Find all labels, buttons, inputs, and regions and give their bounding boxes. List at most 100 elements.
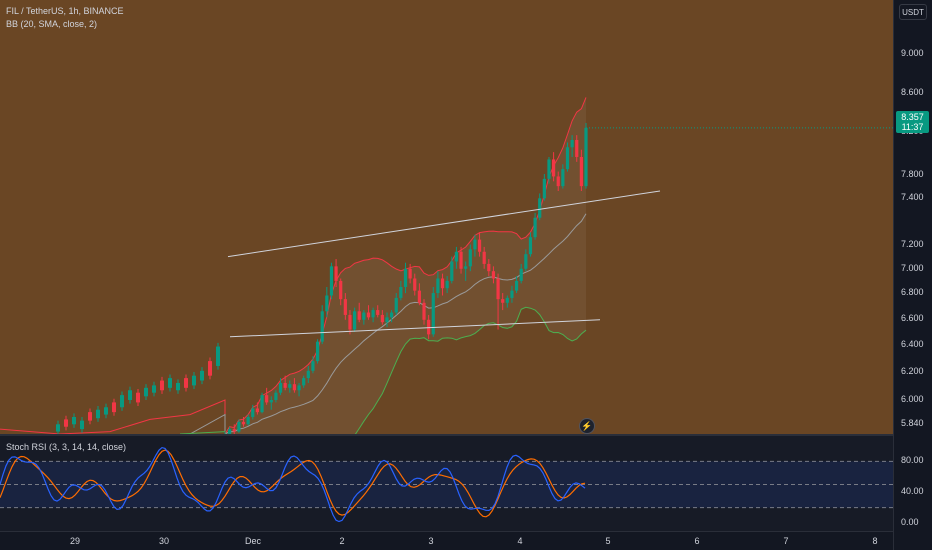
candle-body	[445, 280, 449, 289]
channel-lower-trendline	[229, 319, 601, 338]
candle-body	[241, 421, 246, 425]
candle-body	[315, 341, 320, 362]
candle-body	[232, 429, 236, 432]
candle-body	[524, 254, 528, 269]
candle-body	[422, 302, 426, 320]
candle-body	[297, 385, 301, 391]
symbol-legend[interactable]: FIL / TetherUS, 1h, BINANCE	[6, 6, 124, 16]
time-tick: 6	[694, 536, 700, 546]
channel-upper-trendline	[227, 190, 661, 258]
candle-body	[176, 382, 180, 391]
time-tick: 8	[872, 536, 878, 546]
candle-body	[168, 378, 172, 388]
time-tick: Dec	[244, 536, 262, 546]
currency-badge[interactable]: USDT	[899, 4, 927, 20]
candle-body	[417, 290, 421, 303]
candle-body	[302, 378, 306, 386]
candle-body	[96, 409, 100, 419]
last-price-value: 8.357	[901, 112, 924, 122]
candle-body	[556, 176, 560, 187]
time-tick: 2	[339, 536, 345, 546]
candle-body	[501, 299, 505, 303]
candle-body	[208, 361, 212, 376]
candle-body	[334, 266, 338, 281]
price-chart[interactable]	[0, 0, 893, 434]
candle-body	[216, 346, 220, 366]
price-pane[interactable]	[0, 0, 893, 434]
candle-body	[311, 361, 315, 371]
candle-body	[491, 271, 496, 279]
candle-body	[496, 278, 500, 300]
candle-body	[288, 384, 292, 388]
price-tick: 7.200	[901, 239, 924, 249]
candle-body	[112, 402, 116, 413]
price-tick: 7.400	[901, 192, 924, 202]
time-tick: 29	[69, 536, 81, 546]
candle-body	[352, 311, 357, 330]
candle-body	[88, 412, 92, 421]
candle-body	[192, 375, 196, 386]
candle-body	[274, 392, 278, 400]
bollinger-lower-line	[179, 306, 587, 434]
bollinger-bands-legend[interactable]: BB (20, SMA, close, 2)	[6, 19, 98, 29]
candle-body	[575, 139, 579, 157]
candle-body	[390, 312, 394, 318]
candle-body	[376, 310, 380, 315]
candle-body	[528, 237, 533, 255]
candle-body	[228, 429, 232, 434]
candle-body	[450, 261, 454, 281]
candle-body	[399, 286, 403, 298]
price-axis[interactable]	[893, 0, 932, 550]
candle-body	[477, 239, 482, 252]
candle-body	[72, 416, 76, 425]
bolt-icon[interactable]: ⚡	[579, 418, 595, 434]
stoch-rsi-chart[interactable]	[0, 436, 893, 531]
pane-divider[interactable]	[0, 434, 932, 436]
candle-body	[570, 139, 574, 148]
candle-body	[584, 127, 588, 187]
candle-body	[505, 297, 509, 303]
time-tick: 7	[783, 536, 789, 546]
candle-body	[542, 178, 546, 199]
candle-body	[237, 421, 241, 432]
candle-body	[184, 378, 188, 388]
rsi-tick: 80.00	[901, 455, 924, 465]
candle-body	[278, 382, 283, 393]
rsi-tick: 0.00	[901, 517, 919, 527]
price-tick: 6.400	[901, 339, 924, 349]
candle-body	[533, 217, 537, 238]
candle-body	[468, 249, 472, 267]
price-tick: 7.800	[901, 169, 924, 179]
last-price-badge: 8.357 11:37	[896, 111, 929, 133]
price-tick: 5.840	[901, 418, 924, 428]
price-tick: 6.800	[901, 287, 924, 297]
candle-body	[431, 293, 435, 335]
time-axis[interactable]	[0, 531, 893, 550]
candle-body	[325, 295, 329, 312]
stoch-rsi-pane[interactable]	[0, 436, 893, 531]
candle-body	[394, 297, 398, 313]
candle-body	[80, 420, 84, 430]
candle-body	[487, 263, 491, 272]
candle-body	[380, 314, 384, 323]
candle-body	[579, 156, 583, 187]
candle-body	[339, 280, 343, 300]
candle-body	[104, 407, 108, 415]
candle-body	[120, 395, 124, 408]
candle-body	[473, 239, 477, 250]
price-tick: 6.200	[901, 366, 924, 376]
candle-body	[565, 147, 570, 170]
candle-body	[260, 395, 264, 413]
time-tick: 5	[605, 536, 611, 546]
candle-body	[292, 384, 297, 391]
price-tick: 6.000	[901, 394, 924, 404]
candle-body	[357, 311, 361, 320]
candle-body	[482, 251, 486, 264]
candle-body	[152, 385, 156, 393]
candle-body	[348, 314, 352, 330]
candle-body	[136, 392, 140, 403]
stoch-rsi-legend[interactable]: Stoch RSI (3, 3, 14, 14, close)	[6, 442, 127, 452]
candle-body	[128, 390, 132, 400]
candle-body	[371, 310, 375, 318]
